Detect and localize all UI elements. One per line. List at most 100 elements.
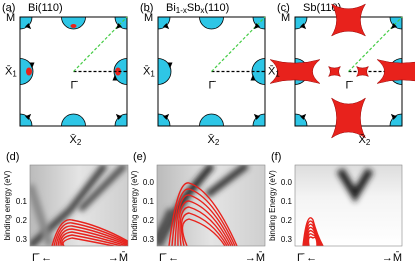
title-part: Sb [187, 2, 200, 14]
band [157, 208, 177, 246]
gamma-m-path [73, 16, 128, 72]
red-pocket [70, 24, 77, 28]
pocket [389, 113, 402, 126]
label-main: X̄ [143, 65, 151, 78]
red-pocket [115, 67, 121, 76]
surface-state [179, 206, 230, 246]
gamma-m-path [211, 16, 266, 72]
label-x1: X̄1 [5, 65, 17, 79]
label-x2: X̄2 [208, 133, 220, 147]
title-part: x [200, 6, 204, 15]
red-pocket [331, 97, 366, 139]
red-pocket [328, 66, 341, 77]
pocket [158, 17, 171, 30]
surface-state [307, 236, 318, 246]
zone-border [157, 16, 266, 127]
surface-state [62, 237, 118, 246]
label-x1: X̄1 [143, 65, 155, 79]
panel-title: Bi1-xSbx(110) [166, 2, 229, 15]
spin-arrow [253, 113, 260, 120]
label-sub: 2 [215, 138, 220, 147]
zone [158, 17, 265, 126]
panel-title: Sb(110) [303, 2, 341, 14]
spin-arrow [25, 23, 32, 30]
label-gamma: Γ̄ [71, 79, 79, 91]
label-gamma: Γ̄ [346, 79, 354, 91]
y-tick-label: 0.0 [281, 178, 293, 187]
pocket [199, 17, 224, 30]
surface-state [180, 212, 228, 246]
spin-arrow [25, 113, 32, 120]
pocket [61, 17, 86, 30]
red-pocket [331, 3, 366, 37]
pocket [158, 113, 171, 126]
pocket [295, 113, 308, 126]
y-tick-label: 0.2 [281, 216, 293, 225]
surface-state [168, 182, 238, 246]
panel-label: (e) [133, 151, 146, 163]
spin-arrow [112, 74, 118, 81]
surface-state [61, 234, 125, 246]
spin-arrow [163, 23, 170, 30]
panel-label: (b) [140, 2, 153, 14]
panel-title: Bi(110) [28, 2, 63, 14]
x-label-left: Γ̄ ← [297, 252, 317, 264]
spin-arrow [253, 23, 260, 30]
label-m: M̄ [144, 11, 153, 24]
label-main: X̄ [70, 133, 78, 146]
title-part: Sb(110) [303, 2, 341, 14]
pocket [158, 58, 172, 85]
red-pocket [26, 67, 32, 76]
pocket [114, 113, 127, 126]
surface-state [51, 219, 128, 246]
y-tick-label: 0.0 [143, 178, 155, 187]
y-axis-label: binding energy (eV) [3, 170, 12, 240]
red-pocket [376, 59, 415, 84]
y-tick-label: 0.3 [143, 235, 155, 244]
red-pocket [356, 66, 369, 77]
zone-border [19, 16, 128, 127]
y-tick-label: 0.1 [143, 197, 155, 206]
surface-state [53, 222, 128, 246]
label-sub: 2 [366, 138, 371, 147]
x-label-left: Γ̄ ← [32, 252, 52, 264]
pocket [252, 113, 265, 126]
band [336, 167, 374, 203]
surface-state [59, 231, 128, 246]
y-axis-label: binding Energy (eV) [268, 170, 277, 241]
label-main: X̄ [5, 65, 13, 78]
spin-arrow [250, 74, 256, 81]
arpes-image [295, 165, 402, 246]
y-axis-label: binding energy (eV) [130, 170, 139, 240]
spin-arrow [390, 113, 397, 120]
pocket [295, 17, 308, 30]
x-label-left: Γ̄ ← [159, 252, 179, 264]
arpes-image [157, 165, 265, 246]
label-sub: 2 [77, 138, 82, 147]
spin-arrow [29, 62, 35, 69]
label-x1: X̄1 [268, 65, 280, 79]
label-x2: X̄2 [359, 133, 371, 147]
x-label-right: →M̄ [382, 251, 402, 264]
x-label-right: →M̄ [108, 251, 128, 264]
pocket [199, 113, 224, 126]
spin-arrow [115, 23, 122, 30]
label-m: M̄ [281, 11, 290, 24]
label-main: X̄ [268, 65, 276, 78]
y-tick-label: 0.2 [143, 216, 155, 225]
surface-state [171, 188, 236, 246]
title-part: (110) [204, 2, 229, 14]
label-main: X̄ [359, 133, 367, 146]
spin-arrow [163, 113, 170, 120]
surface-state [57, 228, 128, 246]
band [30, 183, 54, 246]
spin-arrow [390, 23, 397, 30]
surface-state [55, 225, 128, 246]
zone [20, 17, 127, 126]
image-border [29, 164, 129, 247]
label-sub: 1 [275, 70, 280, 79]
surface-state [181, 218, 226, 246]
image-border [294, 164, 403, 247]
